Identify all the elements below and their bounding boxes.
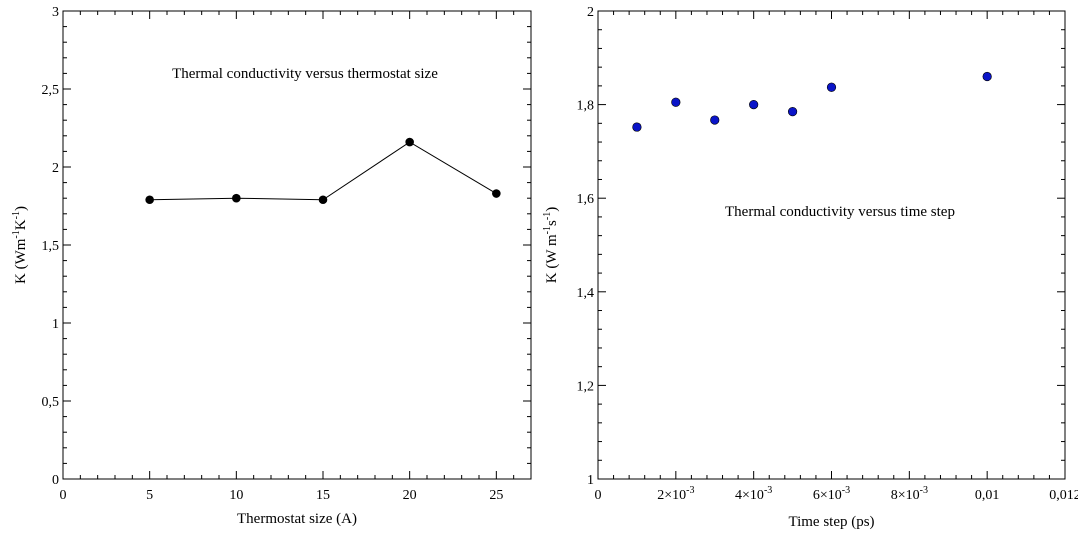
x-tick-label: 8×10-3 [891,485,928,503]
x-tick-label: 4×10-3 [735,485,772,503]
y-tick-label: 0,5 [42,395,60,410]
y-tick-label: 1,2 [577,379,595,394]
data-point [982,71,992,82]
y-tick-label: 0 [52,473,59,488]
data-point [145,195,154,205]
data-point [710,115,720,125]
data-point [232,193,241,203]
x-tick-label: 0 [595,488,602,503]
x-axis-label: Thermostat size (A) [237,511,357,527]
chart-annotation: Thermal conductivity versus thermostat s… [172,66,438,82]
y-axis-label: K (W m-1s-1) [542,207,560,283]
plot-frame [597,10,1066,480]
series-line [149,141,497,201]
x-tick-label: 20 [403,488,417,503]
y-tick-label: 1 [587,473,594,488]
y-tick-label: 1,4 [577,286,595,301]
x-tick-label: 25 [489,488,503,503]
y-tick-label: 2,5 [42,83,60,98]
data-point [492,189,501,198]
data-point [405,137,414,147]
y-tick-label: 1,6 [577,192,595,207]
y-tick-label: 1,8 [577,99,595,114]
data-point [318,195,328,205]
y-tick-label: 1 [52,317,59,332]
x-tick-label: 10 [229,488,243,503]
y-tick-label: 1,5 [42,239,60,254]
x-axis-label: Time step (ps) [788,514,874,530]
data-point [826,82,837,92]
x-tick-label: 2×10-3 [657,485,694,503]
x-tick-label: 15 [316,488,330,503]
y-tick-label: 3 [52,5,59,20]
chart-2: 0 2×10-3 4×10-3 6×10-3 8×10-3 0,01 0,012 1 1,2 1,… [542,5,1078,530]
data-point [787,107,798,117]
y-tick-label: 2 [587,5,594,20]
chart-1: 0 5 10 15 20 25 0 0,5 1 1,5 2 2,5 3 Thermal conductiv… [11,5,532,527]
y-axis-label: K (Wm-1K-1) [11,206,29,284]
y-tick-label: 2 [52,161,59,176]
chart-annotation: Thermal conductivity versus time step [725,204,955,220]
x-tick-label: 0,012 [1049,488,1078,503]
data-point [632,122,642,132]
x-tick-label: 5 [146,488,153,503]
x-tick-label: 0 [60,488,67,503]
data-point [749,99,759,110]
data-point [671,97,681,107]
x-tick-label: 0,01 [975,488,1000,503]
x-tick-label: 6×10-3 [813,485,850,503]
